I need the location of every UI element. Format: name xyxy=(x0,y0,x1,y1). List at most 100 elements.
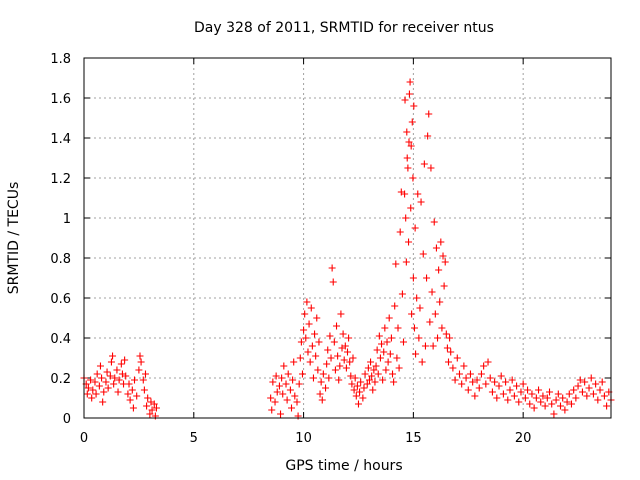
data-point xyxy=(139,376,147,384)
data-point xyxy=(328,264,336,272)
data-point xyxy=(375,332,383,340)
data-point xyxy=(83,390,91,398)
data-point xyxy=(351,374,359,382)
data-point xyxy=(402,214,410,222)
data-point xyxy=(100,388,108,396)
data-point xyxy=(309,374,317,382)
data-point xyxy=(146,410,154,418)
data-point xyxy=(519,380,527,388)
data-point xyxy=(324,346,332,354)
data-point xyxy=(440,282,448,290)
data-point xyxy=(418,358,426,366)
data-point xyxy=(128,386,136,394)
data-point xyxy=(524,386,532,394)
data-point xyxy=(349,354,357,362)
data-point xyxy=(319,370,327,378)
data-point xyxy=(502,378,510,386)
data-point xyxy=(300,326,308,334)
data-point xyxy=(405,238,413,246)
data-point xyxy=(283,396,291,404)
data-point xyxy=(133,392,141,400)
data-point xyxy=(535,386,543,394)
data-point xyxy=(117,360,125,368)
data-point xyxy=(431,310,439,318)
data-point xyxy=(344,348,351,356)
data-point xyxy=(419,250,427,258)
data-point xyxy=(87,376,95,384)
x-tick-label: 0 xyxy=(80,431,88,446)
data-point xyxy=(288,404,296,412)
data-point xyxy=(488,388,496,396)
data-point xyxy=(585,384,593,392)
data-point xyxy=(286,386,294,394)
data-point xyxy=(282,380,290,388)
data-point xyxy=(301,310,309,318)
data-point xyxy=(466,370,474,378)
data-point xyxy=(354,400,362,408)
data-point xyxy=(394,324,402,332)
data-point xyxy=(587,374,595,382)
data-point xyxy=(92,390,100,398)
data-point xyxy=(291,392,299,400)
data-point xyxy=(435,266,443,274)
data-point xyxy=(420,160,428,168)
data-point xyxy=(530,404,538,412)
data-point xyxy=(482,380,490,388)
data-point xyxy=(352,392,360,400)
data-point xyxy=(517,388,525,396)
data-point xyxy=(284,370,292,378)
data-point xyxy=(407,142,415,150)
data-point xyxy=(387,334,395,342)
data-point xyxy=(379,376,387,384)
y-tick-label: 1.8 xyxy=(50,52,71,67)
data-point xyxy=(289,376,297,384)
data-point xyxy=(464,386,472,394)
data-point xyxy=(337,310,345,318)
y-axis-label: SRMTID / TECUs xyxy=(6,182,22,295)
data-point xyxy=(412,350,420,358)
y-tick-label: 0.8 xyxy=(50,252,71,267)
data-point xyxy=(405,90,413,98)
data-point xyxy=(471,392,479,400)
data-point xyxy=(567,400,575,408)
data-point xyxy=(313,314,321,322)
x-tick-label: 15 xyxy=(405,431,422,446)
data-point xyxy=(104,384,112,392)
data-point xyxy=(91,378,99,386)
data-point xyxy=(346,358,354,366)
data-point xyxy=(333,322,341,330)
data-point xyxy=(493,394,501,402)
data-point xyxy=(341,342,349,350)
data-point xyxy=(360,384,368,392)
data-point xyxy=(430,218,438,226)
data-point xyxy=(389,370,397,378)
data-point xyxy=(403,154,411,162)
data-point xyxy=(526,400,534,408)
data-point xyxy=(413,294,421,302)
data-point xyxy=(513,382,521,390)
data-point xyxy=(334,352,342,360)
data-point xyxy=(350,386,358,394)
data-point xyxy=(102,378,110,386)
data-point xyxy=(563,398,571,406)
data-points xyxy=(80,78,615,420)
data-point xyxy=(441,258,449,266)
data-point xyxy=(125,380,133,388)
data-point xyxy=(406,78,414,86)
chart-title: Day 328 of 2011, SRMTID for receiver ntu… xyxy=(194,20,494,36)
data-point xyxy=(554,390,562,398)
data-point xyxy=(410,102,418,110)
data-point xyxy=(327,354,335,362)
data-point xyxy=(402,258,410,266)
data-point xyxy=(521,394,529,402)
data-point xyxy=(272,372,280,380)
data-point xyxy=(401,96,409,104)
data-point xyxy=(318,396,326,404)
data-point xyxy=(297,338,305,346)
data-point xyxy=(399,338,407,346)
data-point xyxy=(497,372,505,380)
data-point xyxy=(423,274,431,282)
data-point xyxy=(583,392,591,400)
data-point xyxy=(280,362,288,370)
data-point xyxy=(376,354,384,362)
